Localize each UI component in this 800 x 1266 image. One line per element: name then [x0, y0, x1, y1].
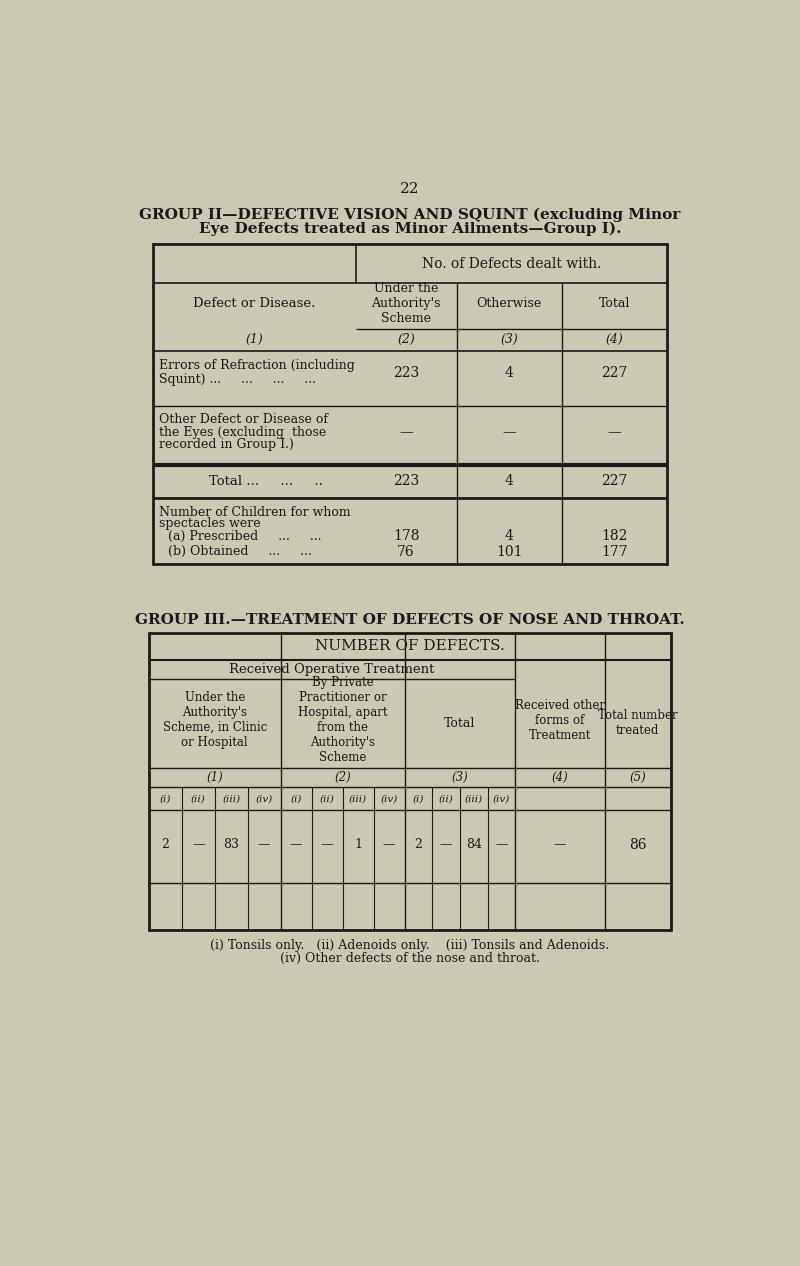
Text: GROUP II—DEFECTIVE VISION AND SQUINT (excluding Minor: GROUP II—DEFECTIVE VISION AND SQUINT (ex…: [139, 208, 681, 223]
Text: —: —: [321, 838, 334, 852]
Text: —: —: [383, 838, 395, 852]
Text: —: —: [608, 425, 622, 439]
Text: (iii): (iii): [465, 794, 483, 803]
Text: (a) Prescribed     ...     ...: (a) Prescribed ... ...: [168, 529, 322, 543]
Text: (iv): (iv): [255, 794, 273, 803]
Text: (3): (3): [500, 333, 518, 347]
Text: 182: 182: [602, 529, 628, 543]
Text: 1: 1: [354, 838, 362, 852]
Text: (i) Tonsils only.   (ii) Adenoids only.    (iii) Tonsils and Adenoids.: (i) Tonsils only. (ii) Adenoids only. (i…: [210, 938, 610, 952]
Text: 2: 2: [414, 838, 422, 852]
Text: —: —: [192, 838, 205, 852]
Text: (ii): (ii): [191, 794, 206, 803]
Text: (4): (4): [551, 771, 568, 784]
Text: 83: 83: [223, 838, 239, 852]
Text: (5): (5): [630, 771, 646, 784]
Text: 2: 2: [162, 838, 170, 852]
Text: (i): (i): [160, 794, 171, 803]
Text: 4: 4: [505, 529, 514, 543]
Bar: [153, 244, 667, 563]
Text: —: —: [502, 425, 516, 439]
Text: —: —: [399, 425, 413, 439]
Text: Errors of Refraction (including: Errors of Refraction (including: [159, 358, 354, 372]
Text: —: —: [554, 838, 566, 852]
Text: Total number
treated: Total number treated: [598, 709, 678, 737]
Text: 22: 22: [400, 182, 420, 196]
Text: No. of Defects dealt with.: No. of Defects dealt with.: [422, 257, 602, 271]
Text: 227: 227: [602, 366, 628, 380]
Text: NUMBER OF DEFECTS.: NUMBER OF DEFECTS.: [315, 639, 505, 653]
Text: —: —: [258, 838, 270, 852]
Text: Other Defect or Disease of: Other Defect or Disease of: [159, 414, 328, 427]
Text: —: —: [495, 838, 508, 852]
Text: Eye Defects treated as Minor Ailments—Group I).: Eye Defects treated as Minor Ailments—Gr…: [198, 222, 622, 237]
Text: spectacles were: spectacles were: [159, 518, 261, 530]
Text: 178: 178: [393, 529, 419, 543]
Bar: [149, 633, 671, 929]
Text: (iv) Other defects of the nose and throat.: (iv) Other defects of the nose and throa…: [280, 952, 540, 966]
Text: (i): (i): [413, 794, 424, 803]
Text: (b) Obtained     ...     ...: (b) Obtained ... ...: [168, 546, 312, 558]
Text: (ii): (ii): [320, 794, 334, 803]
Text: Received Operative Treatment: Received Operative Treatment: [230, 663, 435, 676]
Text: Number of Children for whom: Number of Children for whom: [159, 506, 350, 519]
Text: 101: 101: [496, 544, 522, 558]
Text: 84: 84: [466, 838, 482, 852]
Text: (iv): (iv): [493, 794, 510, 803]
Text: 4: 4: [505, 475, 514, 489]
Text: (iii): (iii): [349, 794, 367, 803]
Text: Squint) ...     ...     ...     ...: Squint) ... ... ... ...: [159, 372, 316, 386]
Text: 223: 223: [393, 366, 419, 380]
Text: recorded in Group I.): recorded in Group I.): [159, 438, 294, 451]
Text: (1): (1): [246, 333, 263, 347]
Text: the Eyes (excluding  those: the Eyes (excluding those: [159, 425, 326, 439]
Text: (4): (4): [606, 333, 623, 347]
Text: Total ...     ...     ..: Total ... ... ..: [209, 475, 322, 487]
Text: (1): (1): [206, 771, 223, 784]
Text: 4: 4: [505, 366, 514, 380]
Text: (ii): (ii): [438, 794, 454, 803]
Text: GROUP III.—TREATMENT OF DEFECTS OF NOSE AND THROAT.: GROUP III.—TREATMENT OF DEFECTS OF NOSE …: [135, 613, 685, 627]
Text: 177: 177: [602, 544, 628, 558]
Text: Under the
Authority's
Scheme, in Clinic
or Hospital: Under the Authority's Scheme, in Clinic …: [162, 691, 267, 749]
Text: Total: Total: [444, 717, 476, 729]
Text: 227: 227: [602, 475, 628, 489]
Text: 223: 223: [393, 475, 419, 489]
Text: Otherwise: Otherwise: [477, 298, 542, 310]
Text: By Private
Practitioner or
Hospital, apart
from the
Authority's
Scheme: By Private Practitioner or Hospital, apa…: [298, 676, 387, 765]
Text: (iv): (iv): [381, 794, 398, 803]
Text: (i): (i): [290, 794, 302, 803]
Text: Defect or Disease.: Defect or Disease.: [193, 298, 315, 310]
Text: (2): (2): [398, 333, 415, 347]
Text: (2): (2): [334, 771, 351, 784]
Text: (3): (3): [452, 771, 468, 784]
Text: 76: 76: [398, 544, 415, 558]
Text: Received other
forms of
Treatment: Received other forms of Treatment: [515, 699, 605, 742]
Text: Total: Total: [599, 298, 630, 310]
Text: Under the
Authority's
Scheme: Under the Authority's Scheme: [371, 282, 441, 325]
Text: (iii): (iii): [222, 794, 240, 803]
Text: 86: 86: [629, 838, 646, 852]
Text: —: —: [440, 838, 452, 852]
Text: —: —: [290, 838, 302, 852]
